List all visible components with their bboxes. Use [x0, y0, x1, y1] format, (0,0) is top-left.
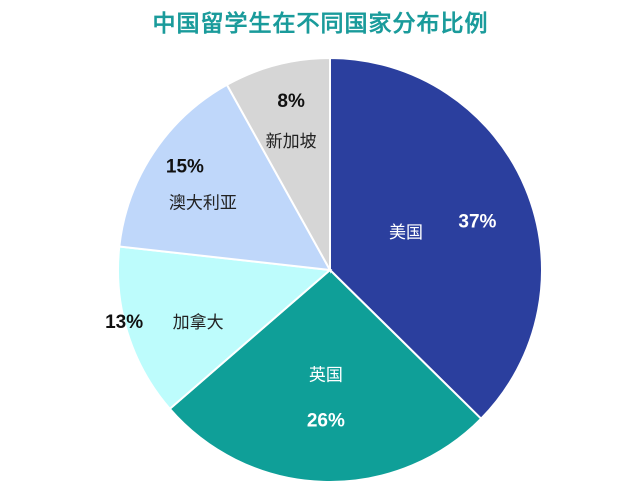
slice-percent-label-5: 8% — [277, 91, 305, 112]
slice-name-label-3: 加拿大 — [173, 312, 224, 333]
pie-slice-2 — [168, 268, 483, 483]
pie-slice-1 — [329, 56, 543, 421]
pie-labels: 美国 37% 英国 26% 加拿大 13% 澳大利亚 15% 新加坡 8% — [105, 91, 496, 431]
slice-percent-label-3: 13% — [105, 312, 143, 333]
pie-slice-3 — [117, 245, 333, 411]
chart-title: 中国留学生在不同国家分布比例 — [152, 11, 489, 37]
slice-name-label-5: 新加坡 — [266, 132, 317, 152]
pie-slice-4 — [118, 83, 332, 272]
pie-slice-5 — [225, 56, 331, 274]
slice-percent-label-4: 15% — [166, 156, 204, 177]
slice-name-label-2: 英国 — [309, 365, 343, 385]
pie-slices — [117, 56, 543, 483]
slice-percent-label-1: 37% — [458, 212, 496, 233]
slice-percent-label-2: 26% — [307, 410, 345, 431]
slice-name-label-4: 澳大利亚 — [169, 193, 237, 213]
slice-name-label-1: 美国 — [389, 223, 423, 243]
